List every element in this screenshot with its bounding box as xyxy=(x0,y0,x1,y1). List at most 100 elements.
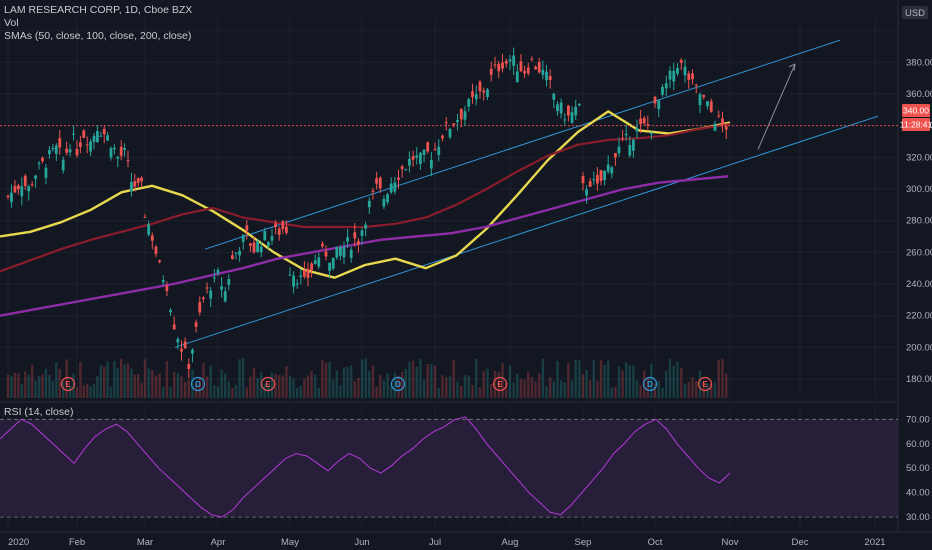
candle-body[interactable] xyxy=(400,166,404,170)
event-d-marker[interactable] xyxy=(190,376,206,392)
candle-body[interactable] xyxy=(364,224,368,229)
candle-body[interactable] xyxy=(313,260,317,264)
candle-body[interactable] xyxy=(306,268,310,278)
candle-body[interactable] xyxy=(234,252,238,254)
candle-body[interactable] xyxy=(526,67,530,74)
candle-body[interactable] xyxy=(353,232,357,239)
candle-body[interactable] xyxy=(556,104,559,112)
candle-body[interactable] xyxy=(324,251,328,257)
candle-body[interactable] xyxy=(227,279,231,285)
candle-body[interactable] xyxy=(646,124,650,126)
candle-body[interactable] xyxy=(375,178,378,184)
candle-body[interactable] xyxy=(310,263,313,271)
candle-body[interactable] xyxy=(299,275,303,278)
candle-body[interactable] xyxy=(397,177,400,180)
candle-body[interactable] xyxy=(448,128,452,138)
candle-body[interactable] xyxy=(541,69,545,75)
candle-body[interactable] xyxy=(653,96,657,104)
candle-body[interactable] xyxy=(471,91,474,98)
candle-body[interactable] xyxy=(231,255,234,259)
candle-body[interactable] xyxy=(721,118,724,125)
candle-body[interactable] xyxy=(27,186,31,192)
candle-body[interactable] xyxy=(519,61,523,72)
candle-body[interactable] xyxy=(44,167,48,178)
candle-body[interactable] xyxy=(386,194,389,203)
candle-body[interactable] xyxy=(433,149,437,151)
candle-body[interactable] xyxy=(65,148,69,153)
candle-body[interactable] xyxy=(444,122,448,124)
candle-body[interactable] xyxy=(281,221,285,230)
candle-body[interactable] xyxy=(360,230,364,236)
candle-body[interactable] xyxy=(393,182,397,192)
candle-body[interactable] xyxy=(277,228,281,235)
candle-body[interactable] xyxy=(331,257,335,269)
candle-body[interactable] xyxy=(482,90,486,93)
candle-body[interactable] xyxy=(238,250,241,256)
candle-body[interactable] xyxy=(106,135,109,141)
candle-body[interactable] xyxy=(342,246,346,258)
candle-body[interactable] xyxy=(486,89,489,98)
event-e-marker[interactable] xyxy=(260,376,276,392)
candle-body[interactable] xyxy=(263,231,267,241)
candle-body[interactable] xyxy=(419,152,422,164)
candle-body[interactable] xyxy=(349,249,353,258)
candle-body[interactable] xyxy=(545,71,548,81)
candle-body[interactable] xyxy=(259,246,263,253)
candle-body[interactable] xyxy=(588,181,592,187)
candle-body[interactable] xyxy=(548,76,552,81)
candle-body[interactable] xyxy=(198,302,202,313)
candle-body[interactable] xyxy=(126,160,130,162)
candle-body[interactable] xyxy=(474,94,478,100)
candle-body[interactable] xyxy=(456,120,459,123)
currency-badge[interactable] xyxy=(902,6,928,19)
candle-body[interactable] xyxy=(220,286,223,290)
candle-body[interactable] xyxy=(116,156,120,159)
candle-body[interactable] xyxy=(92,135,96,142)
channel-lower-line[interactable] xyxy=(174,115,879,348)
candle-body[interactable] xyxy=(694,84,698,86)
candle-body[interactable] xyxy=(717,115,721,117)
candle-body[interactable] xyxy=(422,149,426,155)
candle-body[interactable] xyxy=(158,260,161,262)
candle-body[interactable] xyxy=(328,262,331,271)
candle-body[interactable] xyxy=(147,224,151,235)
candle-body[interactable] xyxy=(709,101,713,112)
candle-body[interactable] xyxy=(706,101,709,107)
candle-body[interactable] xyxy=(382,198,386,207)
candle-body[interactable] xyxy=(389,183,393,193)
candle-body[interactable] xyxy=(34,175,37,179)
candle-body[interactable] xyxy=(85,144,89,146)
candle-body[interactable] xyxy=(617,146,621,154)
candle-body[interactable] xyxy=(41,157,44,162)
candle-body[interactable] xyxy=(249,243,252,246)
candle-body[interactable] xyxy=(441,135,444,139)
rsi-legend[interactable]: RSI (14, close) xyxy=(4,406,74,418)
candle-body[interactable] xyxy=(523,70,526,74)
candle-body[interactable] xyxy=(592,179,596,181)
candle-body[interactable] xyxy=(165,285,169,291)
candle-body[interactable] xyxy=(515,71,519,83)
candle-body[interactable] xyxy=(133,181,137,187)
candle-body[interactable] xyxy=(205,287,209,289)
candle-body[interactable] xyxy=(176,338,180,343)
candle-body[interactable] xyxy=(58,138,62,148)
candle-body[interactable] xyxy=(650,132,653,135)
price-badge[interactable] xyxy=(902,104,930,117)
candle-body[interactable] xyxy=(621,138,624,140)
candle-body[interactable] xyxy=(581,175,585,184)
projection-arrow[interactable] xyxy=(757,63,796,150)
candle-body[interactable] xyxy=(191,349,194,354)
candle-body[interactable] xyxy=(123,148,126,150)
candle-body[interactable] xyxy=(679,60,683,63)
event-e-marker[interactable] xyxy=(697,376,713,392)
candle-body[interactable] xyxy=(463,111,467,120)
candle-body[interactable] xyxy=(429,159,433,169)
candle-body[interactable] xyxy=(130,182,133,192)
candle-body[interactable] xyxy=(437,146,441,156)
candle-body[interactable] xyxy=(270,236,274,241)
price-badge[interactable] xyxy=(902,118,930,131)
candle-body[interactable] xyxy=(624,133,628,136)
candle-body[interactable] xyxy=(367,200,371,208)
candle-body[interactable] xyxy=(209,290,213,299)
candle-body[interactable] xyxy=(497,63,501,72)
